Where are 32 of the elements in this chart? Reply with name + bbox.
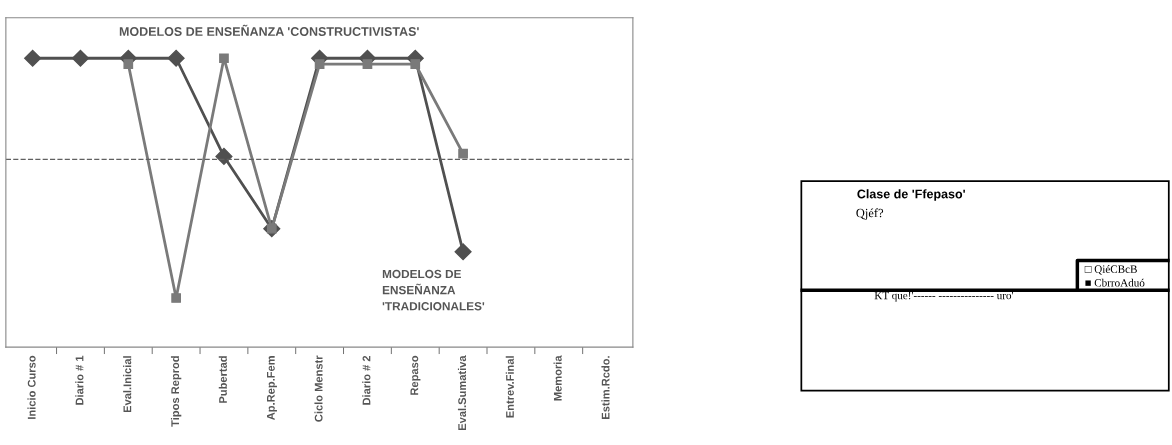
x-tick-label: Eval.Sumativa	[457, 355, 467, 431]
x-tick-label: Ap.Rep.Fem	[267, 356, 277, 420]
x-tick-label: Diario # 2	[362, 355, 371, 405]
text: ■ CbrroAduó	[1085, 278, 1145, 287]
text: □ QiéCBcB	[1084, 265, 1137, 275]
point	[362, 59, 373, 69]
x-tick-label: Eval.Inicial	[123, 356, 132, 413]
point	[167, 49, 185, 67]
text: Clase de 'Ffepaso'	[857, 189, 965, 201]
point	[219, 53, 229, 64]
x-tick-label: Entrev.Final	[505, 356, 514, 418]
point	[171, 293, 181, 303]
chart-title: MODELOS DE ENSEÑANZA 'CONSTRUCTIVISTAS'	[119, 24, 419, 36]
x-tick-label: Diario # 1	[75, 355, 84, 405]
point	[410, 59, 421, 69]
point	[71, 49, 90, 67]
point	[24, 49, 42, 67]
point	[215, 147, 233, 166]
x-tick-label: Ciclo Menstr	[314, 355, 323, 422]
point	[458, 148, 468, 159]
point	[314, 59, 325, 69]
point	[454, 243, 472, 261]
x-tick-label: Estim.Rcdo.	[601, 356, 610, 419]
x-tick-label: Inicio Curso	[27, 355, 36, 419]
annotation: MODELOS DE ENSEÑANZA 'TRADICIONALES'	[382, 269, 485, 311]
x-tick-label: Repaso	[410, 355, 421, 395]
text: KT que!'------ --------------- uro'	[874, 291, 1014, 302]
text: Qjéf?	[856, 208, 884, 220]
point	[123, 59, 134, 69]
x-tick-label: Memoria	[553, 355, 562, 401]
x-tick-label: Pubertad	[218, 356, 227, 403]
x-tick-label: Tipos Reprod	[170, 356, 182, 427]
